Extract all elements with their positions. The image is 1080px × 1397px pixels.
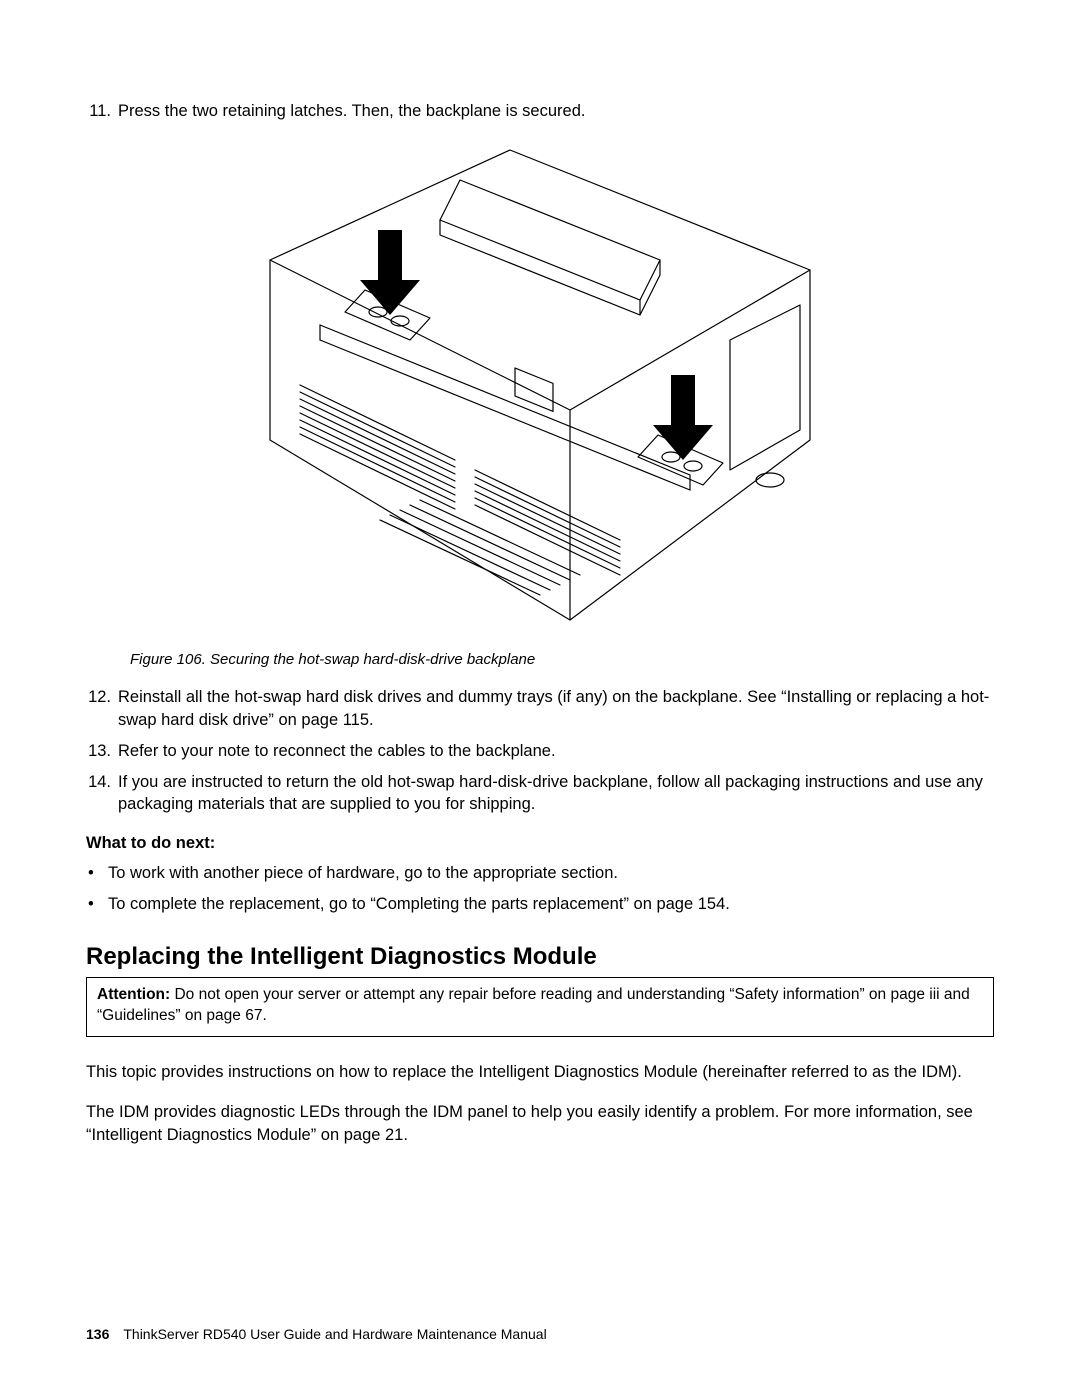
- list-item-text: To work with another piece of hardware, …: [108, 862, 618, 884]
- step-number: 14.: [86, 771, 118, 816]
- list-item: • To complete the replacement, go to “Co…: [86, 893, 994, 915]
- step-number: 11.: [86, 100, 118, 122]
- step-number: 12.: [86, 686, 118, 731]
- what-next-heading: What to do next:: [86, 834, 994, 853]
- ordered-steps-top: 11. Press the two retaining latches. The…: [86, 100, 994, 122]
- step-item: 13. Refer to your note to reconnect the …: [86, 740, 994, 762]
- page-number: 136: [86, 1326, 109, 1342]
- page-footer: 136 ThinkServer RD540 User Guide and Hard…: [86, 1326, 547, 1342]
- step-item: 14. If you are instructed to return the …: [86, 771, 994, 816]
- section-heading: Replacing the Intelligent Diagnostics Mo…: [86, 943, 994, 971]
- list-item: • To work with another piece of hardware…: [86, 862, 994, 884]
- doc-title: ThinkServer RD540 User Guide and Hardwar…: [123, 1326, 546, 1342]
- attention-text: Do not open your server or attempt any r…: [97, 986, 970, 1024]
- list-item-text: To complete the replacement, go to “Comp…: [108, 893, 730, 915]
- step-item: 11. Press the two retaining latches. The…: [86, 100, 994, 122]
- step-text: Refer to your note to reconnect the cabl…: [118, 740, 994, 762]
- body-paragraph: This topic provides instructions on how …: [86, 1061, 994, 1083]
- bullet-icon: •: [86, 893, 108, 915]
- step-text: Reinstall all the hot-swap hard disk dri…: [118, 686, 994, 731]
- figure-caption: Figure 106. Securing the hot-swap hard-d…: [130, 651, 994, 668]
- backplane-diagram-icon: [260, 140, 820, 630]
- attention-box: Attention: Do not open your server or at…: [86, 977, 994, 1037]
- page-content: 11. Press the two retaining latches. The…: [86, 100, 994, 1164]
- attention-label: Attention:: [97, 986, 170, 1003]
- step-number: 13.: [86, 740, 118, 762]
- step-text: If you are instructed to return the old …: [118, 771, 994, 816]
- what-next-list: • To work with another piece of hardware…: [86, 862, 994, 916]
- figure-container: [86, 140, 994, 635]
- step-item: 12. Reinstall all the hot-swap hard disk…: [86, 686, 994, 731]
- step-text: Press the two retaining latches. Then, t…: [118, 100, 994, 122]
- body-paragraph: The IDM provides diagnostic LEDs through…: [86, 1101, 994, 1146]
- bullet-icon: •: [86, 862, 108, 884]
- ordered-steps-bottom: 12. Reinstall all the hot-swap hard disk…: [86, 686, 994, 815]
